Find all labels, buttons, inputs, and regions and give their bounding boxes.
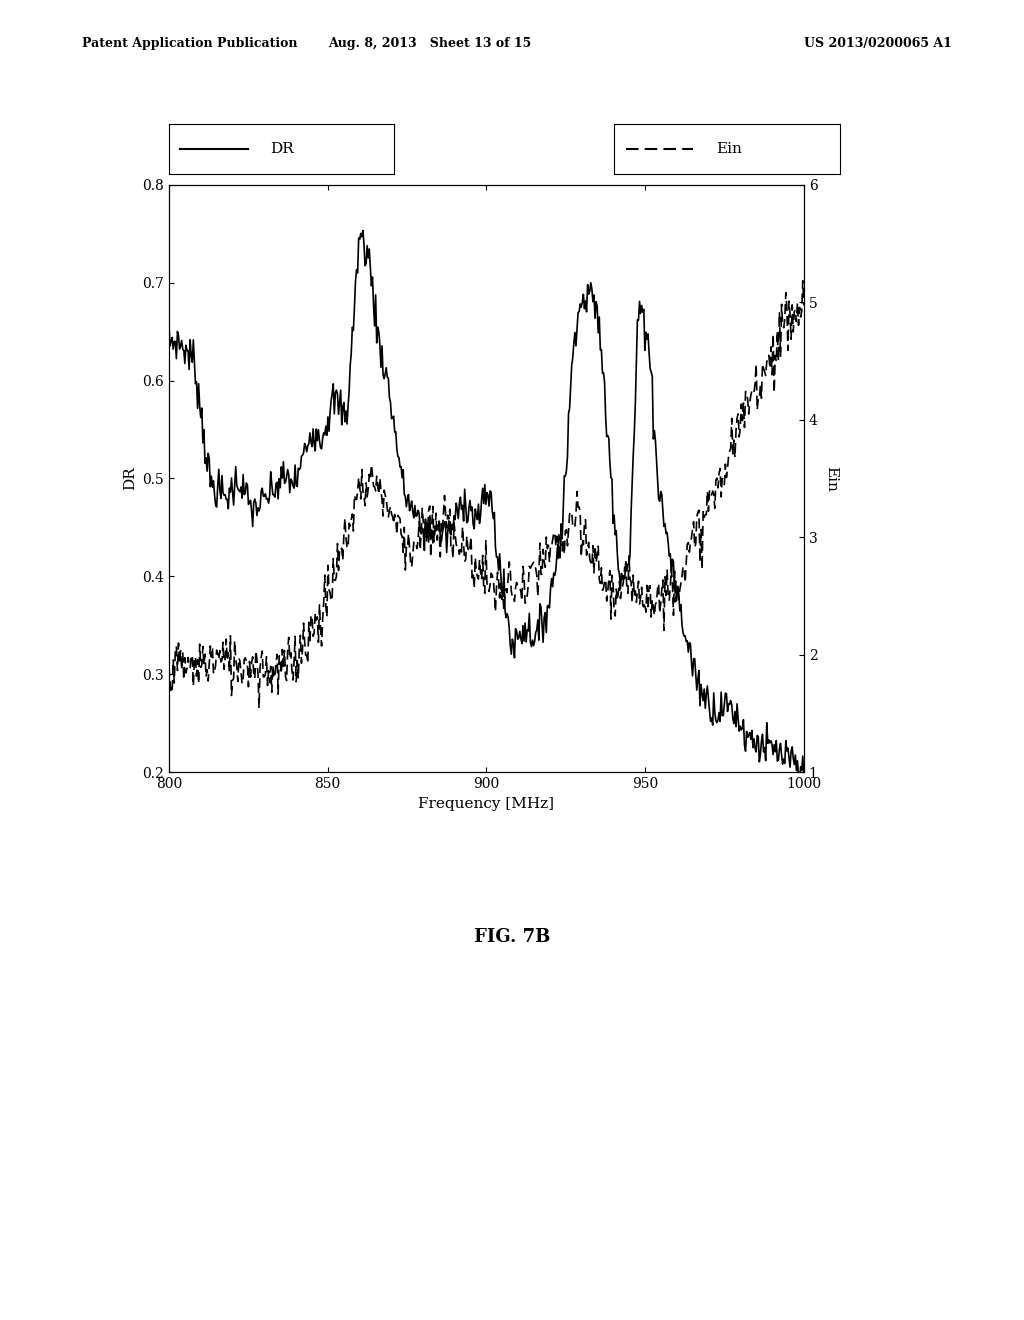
X-axis label: Frequency [MHz]: Frequency [MHz] — [419, 796, 554, 810]
Y-axis label: DR: DR — [123, 467, 136, 490]
Y-axis label: Ein: Ein — [824, 466, 839, 491]
Text: DR: DR — [270, 143, 294, 156]
Text: US 2013/0200065 A1: US 2013/0200065 A1 — [805, 37, 952, 50]
Text: Aug. 8, 2013   Sheet 13 of 15: Aug. 8, 2013 Sheet 13 of 15 — [329, 37, 531, 50]
Text: Ein: Ein — [716, 143, 741, 156]
Text: FIG. 7B: FIG. 7B — [474, 928, 550, 946]
Text: Patent Application Publication: Patent Application Publication — [82, 37, 297, 50]
